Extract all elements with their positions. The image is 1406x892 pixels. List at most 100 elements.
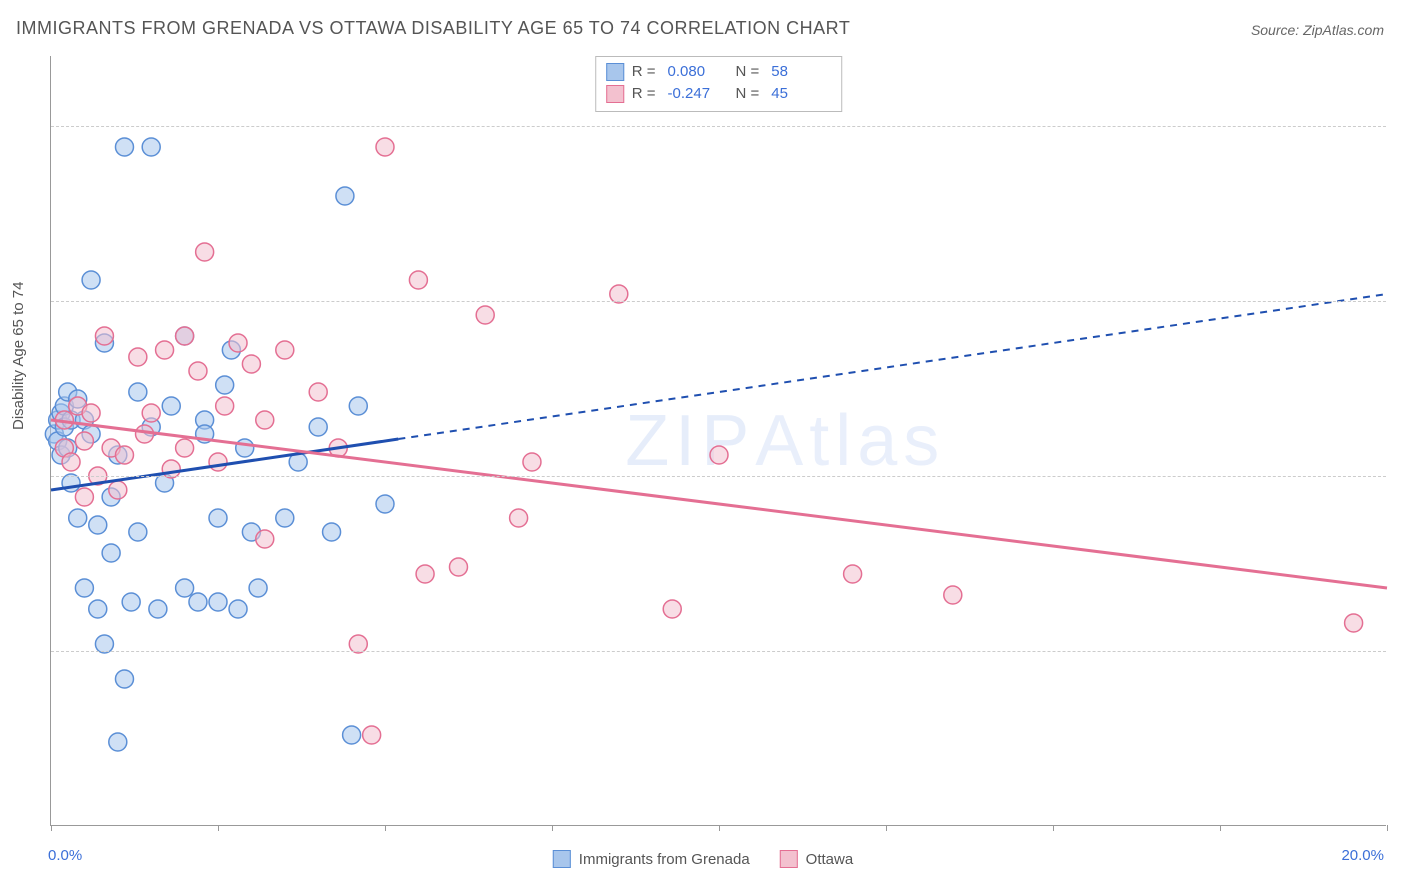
scatter-point [663, 600, 681, 618]
n-value: 58 [771, 61, 831, 83]
scatter-point [62, 453, 80, 471]
scatter-point [109, 733, 127, 751]
scatter-point [115, 138, 133, 156]
chart-title: IMMIGRANTS FROM GRENADA VS OTTAWA DISABI… [16, 18, 850, 39]
legend-stats: R = 0.080 N = 58 R = -0.247 N = 45 [595, 56, 843, 112]
scatter-point [176, 327, 194, 345]
source-label: Source: ZipAtlas.com [1251, 22, 1384, 38]
x-tick [1220, 825, 1221, 831]
scatter-point [122, 593, 140, 611]
scatter-point [249, 579, 267, 597]
scatter-point [69, 509, 87, 527]
scatter-point [209, 453, 227, 471]
x-tick [51, 825, 52, 831]
gridline [51, 301, 1386, 302]
scatter-point [309, 383, 327, 401]
x-tick [1053, 825, 1054, 831]
scatter-point [75, 488, 93, 506]
legend-stat-row: R = 0.080 N = 58 [606, 61, 832, 83]
scatter-point [189, 593, 207, 611]
legend-item: Immigrants from Grenada [553, 850, 750, 868]
scatter-point [844, 565, 862, 583]
scatter-point [162, 397, 180, 415]
r-value: 0.080 [668, 61, 728, 83]
x-tick [886, 825, 887, 831]
scatter-point [416, 565, 434, 583]
scatter-point [176, 439, 194, 457]
scatter-point [149, 600, 167, 618]
scatter-point [336, 187, 354, 205]
scatter-point [176, 579, 194, 597]
scatter-point [376, 138, 394, 156]
scatter-point [142, 138, 160, 156]
scatter-point [115, 446, 133, 464]
scatter-point [216, 397, 234, 415]
scatter-point [216, 376, 234, 394]
n-label: N = [736, 61, 760, 83]
r-label: R = [632, 83, 656, 105]
scatter-point [523, 453, 541, 471]
x-tick [1387, 825, 1388, 831]
scatter-point [256, 411, 274, 429]
x-tick [719, 825, 720, 831]
scatter-point [142, 404, 160, 422]
scatter-point [129, 348, 147, 366]
legend-stat-row: R = -0.247 N = 45 [606, 83, 832, 105]
legend-swatch [606, 63, 624, 81]
r-label: R = [632, 61, 656, 83]
legend-series: Immigrants from Grenada Ottawa [553, 850, 853, 868]
scatter-point [129, 383, 147, 401]
scatter-point [89, 600, 107, 618]
scatter-point [209, 509, 227, 527]
legend-swatch [553, 850, 571, 868]
gridline [51, 476, 1386, 477]
scatter-point [242, 355, 260, 373]
plot-svg [51, 56, 1386, 825]
scatter-point [476, 306, 494, 324]
legend-label: Ottawa [806, 851, 854, 868]
scatter-point [115, 670, 133, 688]
scatter-point [710, 446, 728, 464]
scatter-point [944, 586, 962, 604]
r-value: -0.247 [668, 83, 728, 105]
scatter-point [229, 600, 247, 618]
scatter-point [236, 439, 254, 457]
scatter-point [309, 418, 327, 436]
scatter-point [209, 593, 227, 611]
legend-item: Ottawa [780, 850, 854, 868]
gridline [51, 126, 1386, 127]
scatter-point [349, 397, 367, 415]
scatter-point [363, 726, 381, 744]
x-tick [552, 825, 553, 831]
scatter-point [156, 341, 174, 359]
scatter-point [75, 579, 93, 597]
scatter-point [343, 726, 361, 744]
scatter-point [196, 243, 214, 261]
trend-line-extrapolated [398, 294, 1387, 439]
n-value: 45 [771, 83, 831, 105]
scatter-point [1345, 614, 1363, 632]
trend-line [51, 420, 1387, 588]
gridline [51, 651, 1386, 652]
scatter-point [109, 481, 127, 499]
scatter-point [129, 523, 147, 541]
scatter-point [229, 334, 247, 352]
scatter-point [82, 271, 100, 289]
x-tick [218, 825, 219, 831]
n-label: N = [736, 83, 760, 105]
scatter-point [449, 558, 467, 576]
legend-swatch [606, 85, 624, 103]
scatter-point [409, 271, 427, 289]
scatter-point [510, 509, 528, 527]
y-axis-label: Disability Age 65 to 74 [10, 282, 27, 430]
scatter-point [102, 544, 120, 562]
scatter-point [323, 523, 341, 541]
scatter-point [189, 362, 207, 380]
legend-swatch [780, 850, 798, 868]
scatter-point [376, 495, 394, 513]
x-tick-max: 20.0% [1341, 847, 1384, 864]
scatter-point [82, 404, 100, 422]
x-tick-min: 0.0% [48, 847, 82, 864]
plot-area: R =0.080N =58R =-0.247N =45 ZIPAtlas 12.… [50, 56, 1386, 826]
scatter-point [89, 516, 107, 534]
